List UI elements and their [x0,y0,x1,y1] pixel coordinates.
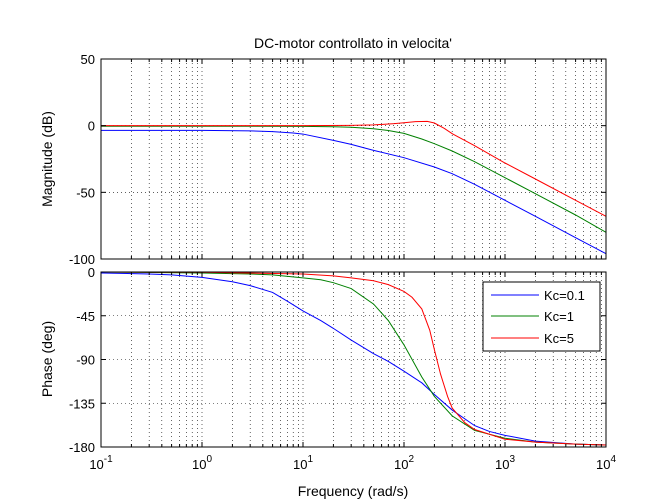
frequency-xtick-label: 100 [192,454,212,472]
phase-ylabel: Phase (deg) [39,321,55,397]
legend-label-kc-0-1: Kc=0.1 [544,288,585,303]
legend-label-kc-1: Kc=1 [544,309,574,324]
phase-ytick-label: 0 [88,265,95,280]
phase-series-kc-0-1 [100,272,607,446]
phase-ytick-label: -180 [69,440,95,455]
frequency-xtick-label: 10-1 [89,454,113,472]
magnitude-series-kc-5 [101,120,607,217]
magnitude-ticks: 50 0 -50 -100 [69,52,607,267]
magnitude-ytick-label: 0 [88,119,95,134]
frequency-xtick-label: 101 [293,454,313,472]
magnitude-ylabel: Magnitude (dB) [39,111,55,207]
magnitude-plot: 50 0 -50 -100 Magnitude (dB) [39,52,607,267]
legend: Kc=0.1 Kc=1 Kc=5 [482,281,601,352]
magnitude-series-kc-0-1 [101,129,607,255]
magnitude-ytick-label: -50 [76,185,95,200]
magnitude-grid [101,59,606,259]
frequency-xlabel: Frequency (rad/s) [298,483,408,499]
magnitude-plot-area [101,59,606,259]
magnitude-series-kc-1 [101,125,607,233]
magnitude-ytick-label: 50 [81,52,95,67]
magnitude-series [101,120,607,255]
phase-series-kc-5 [100,271,607,446]
magnitude-ytick-label: -100 [69,252,95,267]
frequency-xtick-label: 104 [596,454,616,472]
phase-ytick-label: -45 [76,309,95,324]
frequency-xtick-label: 102 [394,454,414,472]
phase-ytick-label: -90 [76,353,95,368]
legend-label-kc-5: Kc=5 [544,331,574,346]
phase-ytick-label: -135 [69,396,95,411]
chart-title: DC-motor controllato in velocita' [254,35,452,51]
frequency-xtick-label: 103 [495,454,515,472]
magnitude-axes-box [100,58,607,260]
